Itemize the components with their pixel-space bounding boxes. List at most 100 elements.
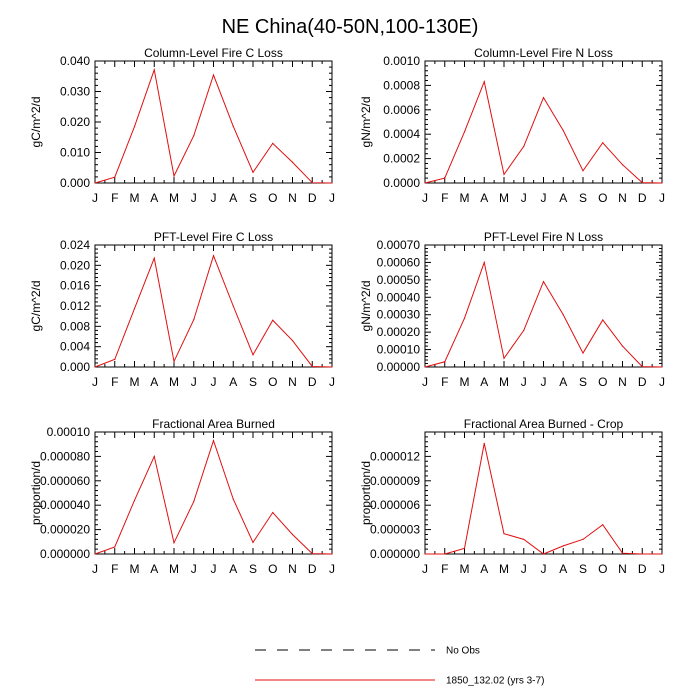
y-axis-label: gN/m^2/d: [359, 281, 373, 332]
panel-title: Column-Level Fire N Loss: [474, 46, 613, 60]
x-tick-label: D: [308, 191, 317, 205]
x-tick-label: J: [659, 562, 665, 576]
data-point: [291, 161, 294, 163]
y-tick-label: 0.000000: [370, 547, 420, 561]
data-point: [153, 69, 155, 71]
x-tick-label: A: [229, 191, 237, 205]
y-tick-label: 0.000040: [40, 498, 90, 512]
data-point: [173, 542, 175, 544]
x-tick-label: O: [598, 191, 607, 205]
x-tick-label: N: [618, 191, 627, 205]
y-tick-label: 0.010: [60, 146, 90, 160]
x-tick-label: N: [618, 562, 627, 576]
data-point: [133, 307, 136, 310]
y-axis-label: proportion/d: [359, 461, 373, 525]
x-tick-label: O: [268, 562, 277, 576]
data-point: [424, 182, 426, 184]
panel-title: PFT-Level Fire C Loss: [154, 230, 273, 244]
y-tick-label: 0.0008: [383, 78, 420, 92]
y-tick-label: 0.00040: [377, 290, 421, 304]
data-point: [661, 182, 663, 184]
x-tick-label: F: [441, 562, 448, 576]
data-point: [523, 538, 525, 540]
data-point: [463, 317, 466, 319]
x-tick-label: J: [92, 375, 98, 389]
data-point: [621, 164, 624, 166]
x-tick-label: J: [329, 191, 335, 205]
data-point: [272, 319, 274, 321]
y-axis-label: gC/m^2/d: [29, 281, 43, 332]
data-point: [133, 125, 136, 128]
y-tick-label: 0.000000: [40, 547, 90, 561]
data-point: [444, 553, 446, 555]
data-point: [602, 524, 604, 526]
x-tick-label: A: [150, 191, 158, 205]
x-tick-label: D: [638, 562, 647, 576]
series-line: [425, 443, 662, 555]
x-tick-label: F: [111, 191, 118, 205]
plot-frame: [424, 431, 663, 555]
y-tick-label: 0.00030: [377, 308, 421, 322]
x-tick-label: M: [169, 562, 179, 576]
legend-label-no-obs: No Obs: [446, 646, 480, 657]
data-point: [661, 366, 663, 368]
panel-title: Column-Level Fire C Loss: [144, 46, 283, 60]
x-tick-label: F: [111, 375, 118, 389]
data-point: [444, 361, 446, 363]
data-point: [582, 170, 584, 172]
y-tick-label: 0.020: [60, 115, 90, 129]
y-tick-label: 0.012: [60, 299, 90, 313]
data-point: [114, 358, 116, 360]
series-line: [94, 438, 333, 555]
series-line: [424, 260, 663, 368]
plot-frame: [424, 244, 663, 368]
series-line: [94, 67, 333, 184]
data-point: [272, 142, 274, 144]
data-point: [133, 499, 136, 501]
data-point: [272, 511, 274, 514]
x-tick-label: A: [480, 191, 488, 205]
data-point: [173, 360, 175, 363]
y-tick-label: 0.0010: [383, 54, 420, 68]
data-point: [463, 131, 466, 133]
x-tick-label: A: [559, 191, 567, 205]
data-point: [503, 357, 505, 359]
x-tick-label: A: [150, 375, 158, 389]
data-point: [641, 553, 643, 555]
data-point: [291, 339, 294, 342]
panel-title: Fractional Area Burned - Crop: [464, 417, 624, 431]
data-point: [483, 261, 485, 264]
data-point: [212, 255, 215, 257]
y-tick-label: 0.000003: [370, 523, 420, 537]
y-tick-label: 0.016: [60, 279, 90, 293]
x-tick-label: J: [329, 375, 335, 389]
x-tick-label: M: [499, 562, 509, 576]
data-point: [331, 182, 333, 184]
plot-frame: [94, 431, 333, 555]
y-tick-label: 0.0004: [383, 127, 420, 141]
x-tick-label: O: [598, 375, 607, 389]
x-tick-label: J: [521, 375, 527, 389]
x-tick-label: J: [211, 375, 217, 389]
data-point: [562, 314, 564, 316]
x-tick-label: N: [618, 375, 627, 389]
y-tick-label: 0.000020: [40, 523, 90, 537]
data-point: [153, 455, 155, 457]
x-tick-label: M: [499, 191, 509, 205]
x-tick-label: M: [130, 191, 140, 205]
data-point: [602, 142, 604, 144]
data-point: [153, 257, 155, 259]
x-tick-label: A: [229, 375, 237, 389]
x-tick-label: M: [169, 375, 179, 389]
y-tick-label: 0.0006: [383, 103, 420, 117]
x-tick-label: F: [111, 562, 118, 576]
data-point: [173, 175, 175, 177]
plot-frame: [424, 60, 663, 184]
y-tick-label: 0.00010: [47, 425, 91, 439]
data-point: [582, 352, 584, 354]
y-tick-label: 0.000080: [40, 449, 90, 463]
x-tick-label: J: [191, 191, 197, 205]
data-point: [562, 545, 564, 547]
